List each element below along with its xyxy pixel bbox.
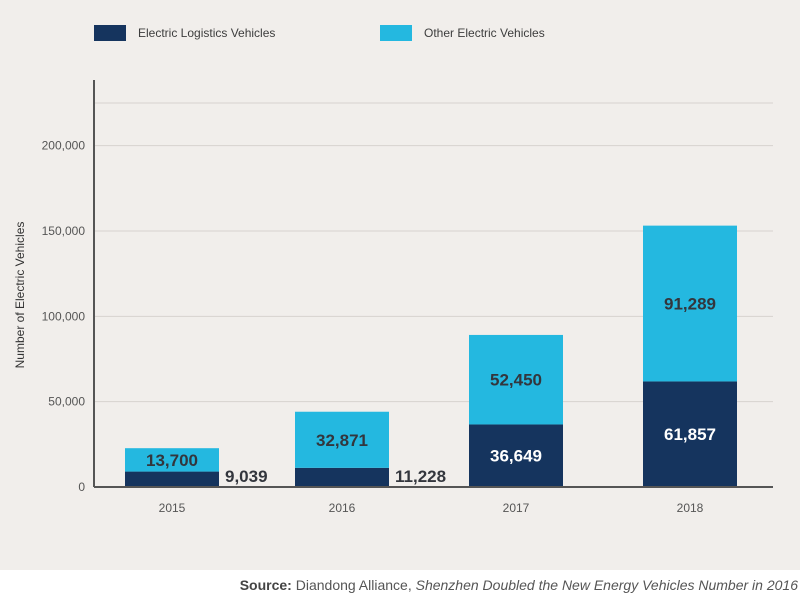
- y-axis-label: Number of Electric Vehicles: [13, 222, 27, 369]
- y-tick-label: 0: [78, 480, 85, 494]
- bar-electric-logistics: [125, 471, 219, 487]
- bar-electric-logistics: [295, 467, 389, 487]
- source-publisher: Diandong Alliance,: [295, 577, 412, 593]
- data-label-other-electric: 13,700: [146, 451, 198, 470]
- source-title: Shenzhen Doubled the New Energy Vehicles…: [415, 577, 798, 593]
- data-label-electric-logistics: 9,039: [225, 467, 268, 486]
- bar-other-electric: [125, 448, 219, 472]
- bar-other-electric: [643, 225, 737, 382]
- source-note: Source: Diandong Alliance, Shenzhen Doub…: [240, 577, 798, 593]
- y-tick-label: 200,000: [42, 139, 86, 153]
- stacked-bar-chart: 0 50,000 100,000 150,000 200,000 Number of El…: [13, 80, 773, 515]
- bar-other-electric: [295, 411, 389, 468]
- x-tick-label: 2015: [159, 501, 186, 515]
- x-tick-label: 2017: [503, 501, 530, 515]
- x-tick-label: 2016: [329, 501, 356, 515]
- legend-item-other-electric: Other Electric Vehicles: [380, 24, 545, 42]
- data-label-other-electric: 91,289: [664, 295, 716, 314]
- data-label-other-electric: 52,450: [490, 371, 542, 390]
- y-tick-label: 150,000: [42, 224, 86, 238]
- chart-panel: Electric Logistics Vehicles Other Electr…: [0, 0, 800, 570]
- legend-label-electric-logistics: Electric Logistics Vehicles: [138, 26, 276, 40]
- source-label: Source:: [239, 577, 292, 593]
- y-tick-label: 50,000: [48, 395, 85, 409]
- data-label-electric-logistics: 11,228: [395, 467, 446, 486]
- x-tick-label: 2018: [677, 501, 704, 515]
- legend-swatch-other-electric: [380, 25, 412, 41]
- data-label-electric-logistics: 61,857: [664, 425, 716, 444]
- data-label-electric-logistics: 36,649: [490, 447, 542, 466]
- y-tick-label: 100,000: [42, 309, 86, 323]
- bar-electric-logistics: [469, 424, 563, 487]
- legend-label-other-electric: Other Electric Vehicles: [424, 26, 545, 40]
- data-label-other-electric: 32,871: [316, 431, 368, 450]
- legend-item-electric-logistics: Electric Logistics Vehicles: [94, 24, 275, 42]
- bar-other-electric: [469, 334, 563, 425]
- bar-electric-logistics: [643, 381, 737, 487]
- legend-swatch-electric-logistics: [94, 25, 126, 41]
